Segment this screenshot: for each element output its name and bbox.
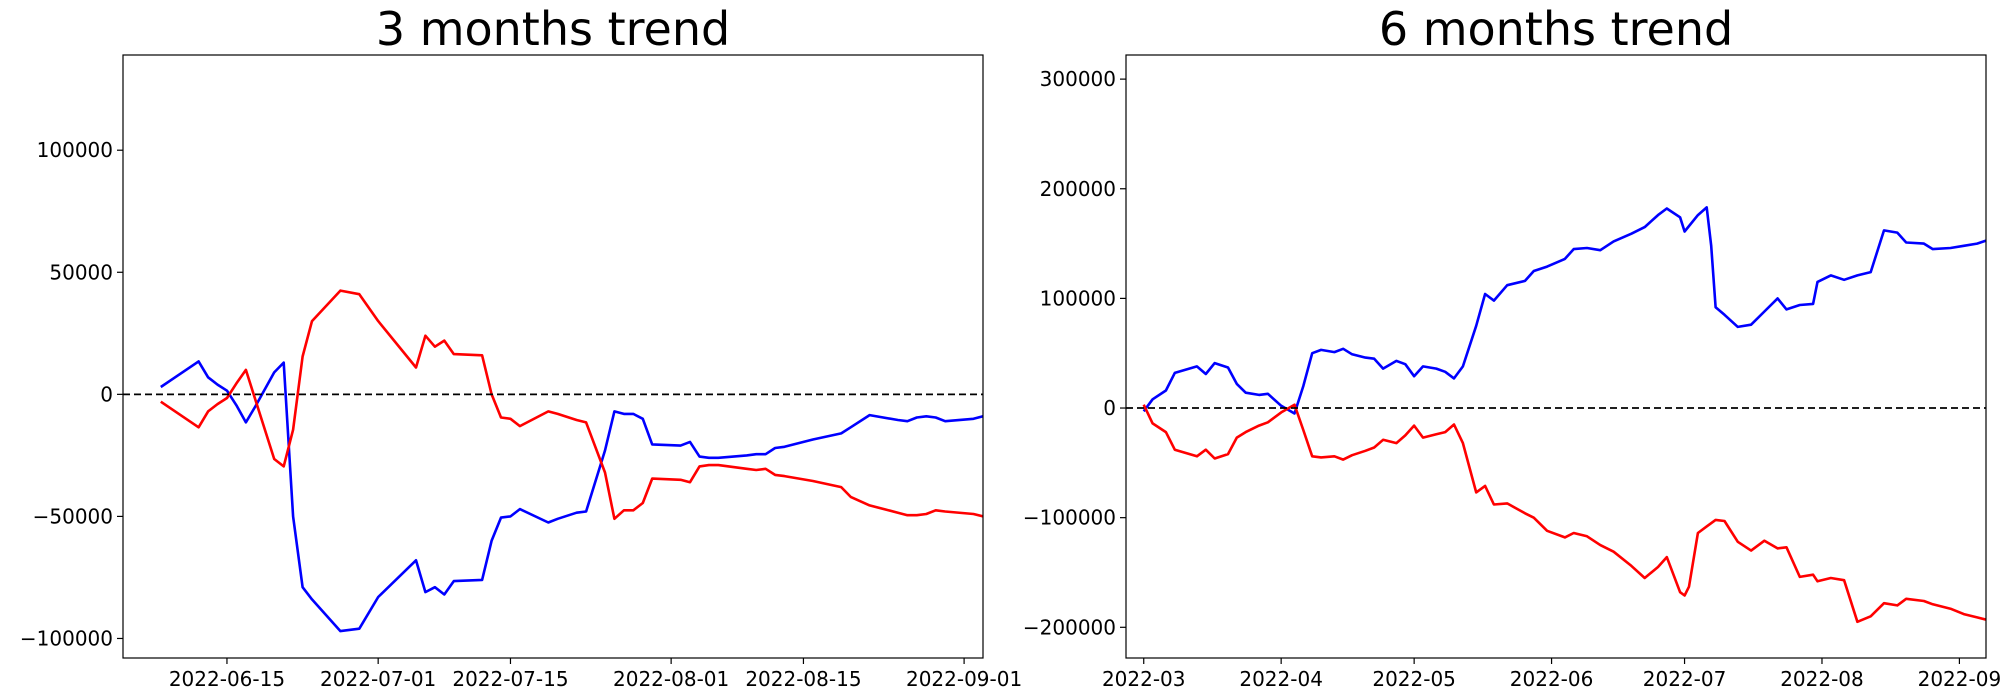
x-tick-label: 2022-03 [1102, 667, 1186, 691]
chart-plot-3-months: −100000 −50000 0 50000 100000 2022-06-15 2022-… [20, 54, 1022, 691]
x-tick-label: 2022-05 [1372, 667, 1456, 691]
y-tick-label: 0 [1103, 396, 1116, 420]
x-tick-label: 2022-08 [1780, 667, 1864, 691]
chart-title: 6 months trend [1378, 2, 1734, 56]
x-tick-label: 2022-08-15 [745, 667, 861, 691]
y-tick-label: −100000 [1023, 506, 1116, 530]
y-tick-label: −50000 [33, 504, 113, 528]
x-tick-label: 2022-08-01 [613, 667, 729, 691]
plot-frame [1125, 54, 1987, 659]
series-line-red [160, 289, 983, 521]
chart-plot-6-months: −200000 −100000 0 100000 200000 300000 2022-03… [1023, 54, 2000, 691]
y-tick-label: −200000 [1023, 615, 1116, 639]
x-tick-label: 2022-06 [1510, 667, 1594, 691]
y-tick-label: −100000 [20, 626, 113, 650]
y-tick-label: 300000 [1040, 67, 1116, 91]
series-group [1142, 206, 1986, 624]
y-tick-label: 0 [100, 382, 113, 406]
y-tick-label: 100000 [1040, 286, 1116, 310]
x-tick-label: 2022-04 [1239, 667, 1323, 691]
y-tick-label: 200000 [1040, 177, 1116, 201]
plot-frame [122, 54, 984, 659]
series-line-red [1142, 403, 1986, 624]
x-tick-label: 2022-06-15 [169, 667, 285, 691]
x-tick-label: 2022-09 [1918, 667, 2000, 691]
x-tick-label: 2022-09-01 [906, 667, 1022, 691]
y-tick-label: 50000 [49, 260, 113, 284]
y-tick-label: 100000 [37, 138, 113, 162]
series-line-blue [160, 360, 983, 633]
x-tick-label: 2022-07 [1643, 667, 1727, 691]
series-group [160, 289, 983, 633]
chart-title: 3 months trend [375, 2, 731, 56]
x-tick-label: 2022-07-15 [452, 667, 568, 691]
chart-panel-6-months: 6 months trend −200000 −100000 0 100000 2000… [1000, 0, 2000, 700]
x-tick-label: 2022-07-01 [320, 667, 436, 691]
chart-panel-3-months: 3 months trend −100000 −50000 0 50000 100000… [20, 2, 1022, 691]
series-line-blue [1142, 206, 1986, 415]
